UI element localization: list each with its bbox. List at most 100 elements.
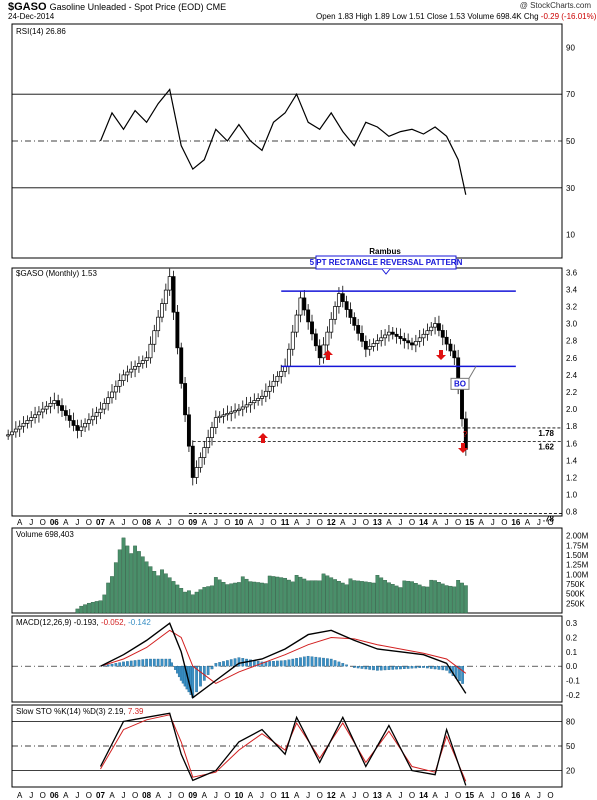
chart-header: $GASO Gasoline Unleaded - Spot Price (EO… — [0, 0, 597, 22]
volume-bar — [325, 575, 330, 614]
axis-top-month-06-A: A — [63, 518, 69, 527]
axis-bottom-month-05-J: J — [29, 791, 33, 800]
price-tick-0.8: 0.8 — [566, 508, 578, 517]
candle-body — [144, 357, 149, 361]
candle-body — [94, 412, 99, 417]
candle-body — [36, 411, 41, 416]
volume-bar — [387, 582, 391, 614]
candle-body — [33, 414, 38, 419]
volume-bar — [402, 580, 407, 614]
macd-hist-bar — [441, 666, 445, 671]
candle-body — [321, 344, 326, 359]
axis-top-month-11-J: J — [306, 518, 310, 527]
volume-bar — [337, 581, 341, 614]
candle-body — [252, 400, 257, 404]
macd-hist-bar — [149, 658, 152, 667]
axis-top-month-15-A: A — [479, 518, 485, 527]
price-tick-3.6: 3.6 — [566, 268, 578, 277]
axis-top-month-05-O: O — [40, 518, 46, 527]
macd-hist-bar — [106, 664, 110, 667]
candle-body — [317, 345, 322, 359]
brand-link[interactable]: @ StockCharts.com — [519, 1, 591, 10]
candle-body — [56, 400, 61, 406]
volume-bar — [248, 581, 253, 614]
axis-top-month-09-J: J — [214, 518, 218, 527]
candle-body — [133, 365, 138, 370]
axis-bottom-month-14-J: J — [445, 791, 449, 800]
axis-bottom-month-07-O: O — [132, 791, 138, 800]
volume-bar — [83, 604, 87, 614]
axis-bottom-year-10: 10 — [234, 791, 243, 800]
axis-bottom-month-11-A: A — [294, 791, 300, 800]
macd-hist-bar — [322, 657, 325, 667]
question-mark: ? — [463, 430, 468, 439]
panel-volume — [11, 527, 563, 614]
macd-hist-bar — [376, 666, 379, 671]
axis-top-year-13: 13 — [373, 518, 382, 527]
volume-bar — [340, 582, 345, 614]
macd-hist-bar — [391, 666, 395, 670]
candle-body — [67, 415, 72, 421]
macd-tick--0.2: -0.2 — [566, 691, 580, 700]
axis-top-month-10-A: A — [248, 518, 254, 527]
macd-hist-bar — [249, 659, 252, 667]
axis-bottom-month-16-A: A — [525, 791, 531, 800]
macd-hist-bar — [299, 657, 302, 667]
axis-top-month-07-O: O — [132, 518, 138, 527]
volume-bar — [344, 584, 349, 614]
volume-bar — [187, 590, 191, 614]
macd-hist-bar — [395, 666, 398, 670]
axis-top-month-09-O: O — [224, 518, 230, 527]
macd-tick-0.1: 0.1 — [566, 648, 578, 657]
candle-body — [383, 334, 388, 339]
candle-body — [398, 336, 403, 339]
candle-body — [440, 330, 445, 338]
macd-hist-bar — [256, 661, 260, 667]
quote-summary: Open 1.83 High 1.89 Low 1.51 Close 1.53 … — [316, 12, 596, 21]
axis-bottom-year-06: 06 — [50, 791, 59, 800]
candle-body — [210, 427, 214, 438]
candle-body — [360, 333, 364, 342]
candle-body — [340, 293, 345, 302]
candle-body — [206, 437, 211, 448]
volume-bar — [237, 582, 241, 614]
axis-bottom-year-16: 16 — [511, 791, 520, 800]
volume-bar — [210, 585, 214, 614]
candle-body — [136, 363, 141, 367]
volume-bar — [463, 585, 468, 614]
volume-bar — [202, 587, 207, 614]
axis-bottom-month-08-O: O — [178, 791, 184, 800]
price-tick-1.0: 1.0 — [566, 491, 578, 500]
high-value: 1.89 — [374, 12, 390, 21]
bo-box — [450, 377, 470, 390]
volume-bar — [279, 577, 284, 614]
volume-bar — [87, 602, 91, 614]
price-tick-2.8: 2.8 — [566, 337, 578, 346]
volume-bar — [360, 581, 364, 614]
volume-bar — [321, 573, 326, 614]
rambus-label: Rambus — [369, 247, 401, 256]
candle-body — [452, 350, 457, 359]
macd-hist-bar — [152, 658, 156, 667]
volume-bar — [290, 581, 295, 614]
volume-bar — [117, 549, 122, 614]
candle-body — [86, 419, 91, 424]
panel-macd — [11, 615, 563, 703]
axis-top-year-09: 09 — [188, 518, 197, 527]
candle-body — [21, 423, 26, 427]
candle-body — [110, 391, 114, 399]
axis-bottom-year-09: 09 — [188, 791, 197, 800]
macd-hist-bar — [214, 663, 218, 667]
macd-legend: MACD(12,26,9) -0.193, -0.052, -0.142 — [16, 618, 151, 627]
candle-body — [63, 410, 68, 416]
price-tick-1.8: 1.8 — [566, 422, 578, 431]
candle-body — [310, 321, 314, 335]
candle-body — [202, 447, 207, 458]
volume-bar — [183, 591, 187, 614]
candle-body — [221, 414, 226, 417]
sto-tick-20: 20 — [566, 767, 575, 776]
candle-body — [367, 346, 372, 350]
price-tick-2.4: 2.4 — [566, 371, 578, 380]
description: Gasoline Unleaded - Spot Price (EOD) CME — [49, 2, 227, 12]
